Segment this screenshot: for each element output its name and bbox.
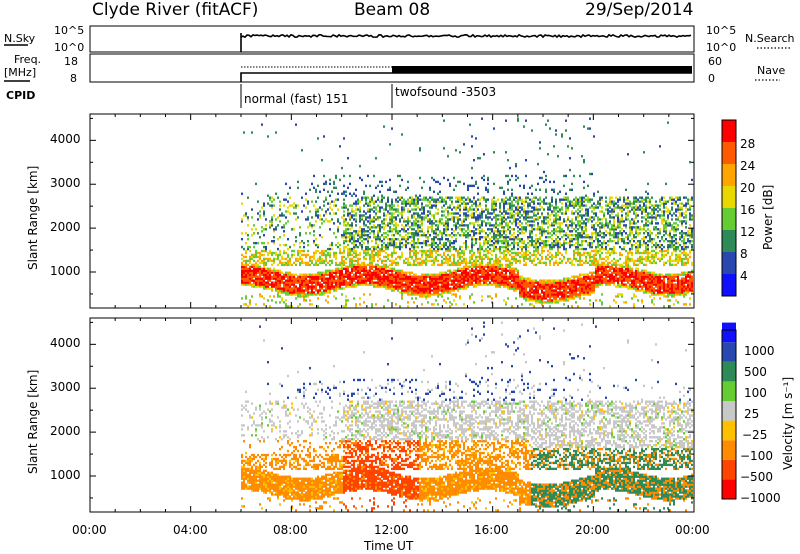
velocity-heatmap-cells: [241, 321, 693, 512]
nsearch-tick-bottom: 10^0: [706, 41, 736, 54]
freq-trace: [240, 72, 692, 82]
cpid-mode-2: twofsound -3503: [395, 85, 496, 99]
nsky-label: N.Sky: [4, 32, 36, 45]
nave-dense-band: [392, 66, 692, 73]
station-title: Clyde River (fitACF): [92, 0, 258, 20]
beam-title: Beam 08: [354, 0, 430, 20]
velocity-colorbar-label: Velocity [m s⁻¹]: [781, 377, 795, 470]
power-heatmap-cells: [241, 117, 693, 308]
freq-label: Freq.: [14, 53, 41, 66]
power-axis-ticks: [89, 114, 695, 308]
power-ytick-4000: 4000: [50, 132, 81, 146]
cpid-label: CPID: [6, 89, 35, 102]
xtick-2000: 20:00: [575, 523, 610, 537]
nsky-tick-bottom: 10^0: [54, 41, 84, 54]
velocity-axis-ticks: [89, 318, 695, 512]
power-colorbar-tick-20: 20: [740, 181, 755, 195]
freq-unit: [MHz]: [4, 66, 36, 79]
velocity-ytick-2000: 2000: [50, 424, 81, 438]
power-colorbar-label: Power [dB]: [761, 185, 775, 250]
velocity-colorbar-tick-100: 100: [744, 386, 767, 400]
nsearch-tick-top: 10^5: [706, 24, 736, 37]
power-colorbar-tick-28: 28: [740, 137, 755, 151]
power-ylabel: Slant Range [km]: [26, 166, 40, 270]
velocity-ytick-4000: 4000: [50, 336, 81, 350]
date-title: 29/Sep/2014: [585, 0, 693, 20]
freq-strip: Freq. [MHz] 18 8 60 0 Nave: [4, 53, 785, 85]
nsky-trace: [240, 33, 692, 52]
power-panel: 1000 2000 3000 4000 Slant Range [km] 4 8…: [26, 113, 775, 309]
xtick-0400: 04:00: [173, 523, 208, 537]
xtick-0000: 00:00: [72, 523, 107, 537]
power-ytick-2000: 2000: [50, 220, 81, 234]
velocity-colorbar-tick-1000: 1000: [744, 344, 775, 358]
velocity-ytick-3000: 3000: [50, 380, 81, 394]
power-colorbar: [721, 119, 737, 297]
xtick-1600: 16:00: [474, 523, 509, 537]
cpid-row: CPID normal (fast) 151 twofsound -3503: [6, 84, 496, 108]
velocity-colorbar-tick-500: 500: [744, 365, 767, 379]
nsky-strip: N.Sky 10^5 10^0 10^5 10^0 N.Search: [4, 24, 795, 54]
cpid-mode-1: normal (fast) 151: [244, 92, 348, 106]
nave-label: Nave: [757, 64, 785, 77]
velocity-colorbar-tick-minus25: −25: [742, 428, 767, 442]
xlabel: Time UT: [363, 539, 414, 553]
velocity-colorbar-tick-minus100: −100: [740, 449, 773, 463]
velocity-colorbar-tick-minus1000: −1000: [740, 491, 781, 505]
xtick-2400: 00:00: [675, 523, 710, 537]
velocity-ylabel: Slant Range [km]: [26, 370, 40, 474]
power-colorbar-tick-24: 24: [740, 159, 755, 173]
velocity-panel: 1000 2000 3000 4000 Slant Range [km] 100…: [26, 317, 795, 553]
power-ytick-1000: 1000: [50, 264, 81, 278]
velocity-ytick-1000: 1000: [50, 468, 81, 482]
power-colorbar-tick-8: 8: [740, 247, 748, 261]
velocity-colorbar-tick-minus500: −500: [740, 470, 773, 484]
nave-tick-top: 60: [708, 55, 722, 68]
nave-tick-bottom: 0: [708, 72, 715, 85]
freq-tick-top: 18: [64, 55, 78, 68]
power-colorbar-tick-12: 12: [740, 225, 755, 239]
xtick-1200: 12:00: [374, 523, 409, 537]
nsearch-label: N.Search: [745, 32, 795, 45]
nsky-tick-top: 10^5: [54, 24, 84, 37]
power-ytick-3000: 3000: [50, 176, 81, 190]
velocity-colorbar: [721, 322, 737, 500]
freq-tick-bottom: 8: [70, 72, 77, 85]
power-colorbar-tick-16: 16: [740, 203, 755, 217]
velocity-colorbar-tick-25: 25: [744, 407, 759, 421]
power-colorbar-tick-4: 4: [740, 269, 748, 283]
xtick-0800: 08:00: [273, 523, 308, 537]
